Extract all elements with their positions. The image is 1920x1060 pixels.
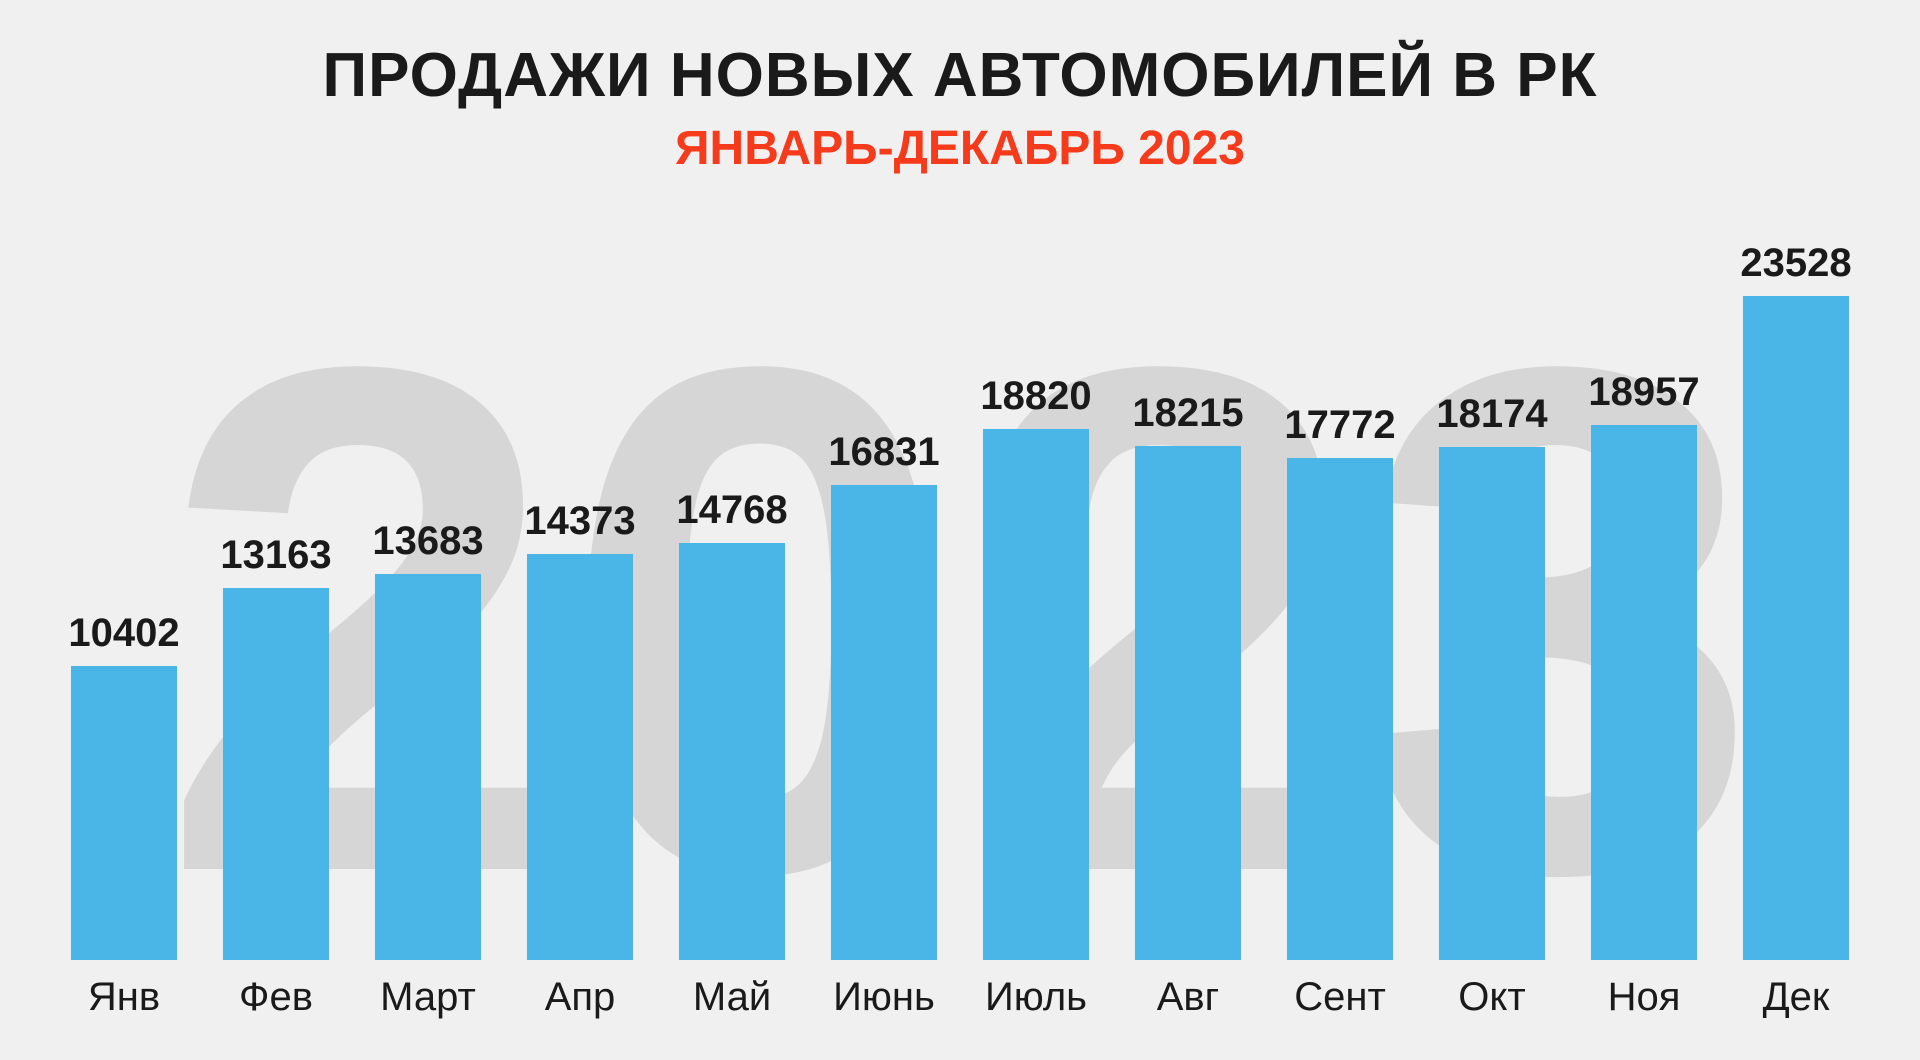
x-axis-label: Сент: [1264, 975, 1416, 1020]
bar-slot: 18215: [1112, 240, 1264, 960]
x-axis-label: Апр: [504, 975, 656, 1020]
bar-slot: 14768: [656, 240, 808, 960]
bar-value-label: 17772: [1284, 403, 1395, 448]
x-axis-label: Авг: [1112, 975, 1264, 1020]
x-axis-label: Янв: [48, 975, 200, 1020]
bar-value-label: 16831: [828, 430, 939, 475]
x-axis-label: Июнь: [808, 975, 960, 1020]
bar-slot: 18957: [1568, 240, 1720, 960]
bar: [1591, 425, 1697, 960]
bar-value-label: 14768: [676, 488, 787, 533]
bar: [527, 554, 633, 960]
bar-value-label: 14373: [524, 499, 635, 544]
x-axis-label: Дек: [1720, 975, 1872, 1020]
bar: [1135, 446, 1241, 960]
bar-value-label: 18957: [1588, 370, 1699, 415]
bar: [1439, 447, 1545, 960]
bar-slot: 23528: [1720, 240, 1872, 960]
bar-slot: 18820: [960, 240, 1112, 960]
chart-title: ПРОДАЖИ НОВЫХ АВТОМОБИЛЕЙ В РК: [0, 40, 1920, 111]
bar-slot: 13163: [200, 240, 352, 960]
bar: [1743, 296, 1849, 960]
chart-subtitle: ЯНВАРЬ-ДЕКАБРЬ 2023: [0, 121, 1920, 176]
bar-value-label: 18820: [980, 374, 1091, 419]
x-axis-labels: ЯнвФевМартАпрМайИюньИюльАвгСентОктНояДек: [0, 975, 1920, 1020]
bar-value-label: 13163: [220, 533, 331, 578]
bar-slot: 14373: [504, 240, 656, 960]
bar: [679, 543, 785, 960]
bar: [71, 666, 177, 960]
bar-slot: 10402: [48, 240, 200, 960]
bar: [375, 574, 481, 960]
bar: [831, 485, 937, 960]
bar: [983, 429, 1089, 960]
x-axis-label: Июль: [960, 975, 1112, 1020]
bar-slot: 13683: [352, 240, 504, 960]
title-block: ПРОДАЖИ НОВЫХ АВТОМОБИЛЕЙ В РК ЯНВАРЬ-ДЕ…: [0, 0, 1920, 176]
chart-canvas: 2023 ПРОДАЖИ НОВЫХ АВТОМОБИЛЕЙ В РК ЯНВА…: [0, 0, 1920, 1060]
x-axis-label: Фев: [200, 975, 352, 1020]
bar-value-label: 10402: [68, 611, 179, 656]
x-axis-label: Ноя: [1568, 975, 1720, 1020]
bar-value-label: 23528: [1740, 241, 1851, 286]
bar: [223, 588, 329, 960]
bar-chart: 10402 13163 13683 14373 14768 16831 18820 18215…: [0, 240, 1920, 960]
bar: [1287, 458, 1393, 960]
bar-slot: 18174: [1416, 240, 1568, 960]
x-axis-label: Май: [656, 975, 808, 1020]
bar-value-label: 13683: [372, 519, 483, 564]
bar-value-label: 18215: [1132, 391, 1243, 436]
x-axis-label: Март: [352, 975, 504, 1020]
bar-slot: 16831: [808, 240, 960, 960]
x-axis-label: Окт: [1416, 975, 1568, 1020]
bar-value-label: 18174: [1436, 392, 1547, 437]
bar-slot: 17772: [1264, 240, 1416, 960]
